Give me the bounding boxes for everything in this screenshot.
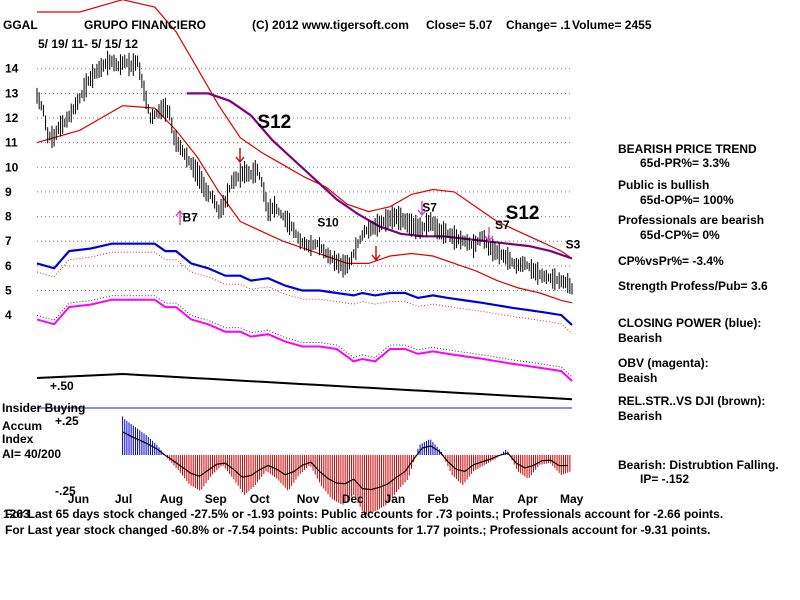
closing-power-ma bbox=[36, 251, 573, 334]
month-dec: Dec bbox=[342, 492, 364, 506]
sell-arrow-head bbox=[484, 235, 494, 243]
id-overlay: 1263 bbox=[3, 507, 30, 521]
relstr-label: REL.STR..VS DJI (brown): bbox=[618, 394, 765, 408]
month-jan: Jan bbox=[385, 492, 406, 506]
accum-index-bars bbox=[122, 416, 571, 515]
signal-arrows bbox=[175, 148, 494, 262]
public-title: Public is bullish bbox=[618, 178, 709, 192]
buy-arrow-head bbox=[175, 209, 185, 217]
signal-s10: S10 bbox=[317, 215, 339, 229]
closing-power-status: Bearish bbox=[618, 331, 662, 345]
upper-band-line bbox=[37, 0, 573, 259]
change-value: Change= .1 bbox=[506, 18, 571, 32]
obv-ma-path bbox=[36, 295, 573, 378]
closing-power-label: CLOSING POWER (blue): bbox=[618, 316, 761, 330]
distribution-label: Bearish: Distrubtion Falling. bbox=[618, 458, 779, 472]
month-sep: Sep bbox=[205, 492, 227, 506]
month-mar: Mar bbox=[472, 492, 494, 506]
signal-s12: S12 bbox=[257, 112, 291, 133]
y-tick-8: 8 bbox=[5, 210, 12, 224]
pr-value: 65d-PR%= 3.3% bbox=[640, 156, 730, 170]
closing-power-line bbox=[36, 242, 573, 326]
month-may: May bbox=[560, 492, 584, 506]
relstr-status: Bearish bbox=[618, 409, 662, 423]
volume-value: Volume= 2455 bbox=[572, 18, 652, 32]
accum-index-ma bbox=[122, 431, 568, 491]
y-tick-4: 4 bbox=[5, 308, 12, 322]
plus25-label: +.25 bbox=[55, 414, 79, 428]
minus25-label: -.25 bbox=[55, 484, 76, 498]
y-tick-5: 5 bbox=[5, 284, 12, 298]
rel-str-line bbox=[36, 372, 573, 409]
date-range: 5/ 19/ 11- 5/ 15/ 12 bbox=[38, 37, 138, 51]
obv-path bbox=[36, 298, 573, 382]
signal-s7: S7 bbox=[495, 218, 510, 232]
sell-arrow-head bbox=[417, 209, 427, 217]
index-label: Index bbox=[2, 432, 34, 446]
close-value: Close= 5.07 bbox=[426, 18, 493, 32]
y-tick-labels: 4 5 6 7 8 9 10 11 12 13 14 bbox=[5, 62, 19, 322]
footer-year: For Last year stock changed -60.8% or -7… bbox=[5, 523, 711, 537]
rel-str-path bbox=[36, 372, 573, 401]
sell-arrow-head bbox=[235, 156, 245, 164]
ai-value: AI= 40/200 bbox=[2, 447, 61, 461]
lower-band-line bbox=[36, 105, 573, 304]
accum-label: Accum bbox=[2, 419, 42, 433]
y-tick-7: 7 bbox=[5, 234, 12, 248]
price-gridlines bbox=[37, 68, 572, 291]
month-feb: Feb bbox=[427, 492, 448, 506]
y-tick-6: 6 bbox=[5, 259, 12, 273]
footer-65day: For Last 65 days stock changed -27.5% or… bbox=[5, 507, 723, 521]
op-value: 65d-OP%= 100% bbox=[640, 193, 734, 207]
strength-value: Strength Profess/Pub= 3.6 bbox=[618, 279, 768, 293]
plus50-label: +.50 bbox=[50, 379, 74, 393]
y-tick-13: 13 bbox=[5, 86, 19, 100]
obv-status: Beaish bbox=[618, 371, 657, 385]
month-aug: Aug bbox=[160, 492, 183, 506]
month-labels: Jun Jul Aug Sep Oct Nov Dec Jan Feb Mar Apr May bbox=[68, 492, 584, 506]
insider-label: Insider Buying bbox=[2, 401, 85, 415]
y-tick-14: 14 bbox=[5, 62, 19, 76]
y-tick-11: 11 bbox=[5, 136, 18, 150]
company-name: GRUPO FINANCIERO bbox=[84, 18, 206, 32]
y-tick-10: 10 bbox=[5, 160, 19, 174]
price-bars bbox=[36, 50, 573, 295]
month-jul: Jul bbox=[115, 492, 132, 506]
month-jun: Jun bbox=[68, 492, 89, 506]
trend-title: BEARISH PRICE TREND bbox=[618, 142, 757, 156]
y-tick-12: 12 bbox=[5, 111, 19, 125]
copyright: (C) 2012 www.tigersoft.com bbox=[252, 18, 409, 32]
pros-title: Professionals are bearish bbox=[618, 213, 764, 227]
obv-line bbox=[36, 295, 573, 382]
obv-label: OBV (magenta): bbox=[618, 356, 709, 370]
ip-value: IP= -.152 bbox=[640, 472, 689, 486]
month-nov: Nov bbox=[297, 492, 320, 506]
cp-vs-pr: CP%vsPr%= -3.4% bbox=[618, 254, 724, 268]
closing-power-ma-path bbox=[36, 251, 573, 334]
signal-b7: B7 bbox=[183, 211, 199, 225]
signal-s3: S3 bbox=[566, 238, 581, 252]
signal-s12: S12 bbox=[506, 203, 540, 224]
closing-power-path bbox=[36, 242, 573, 326]
ticker: GGAL bbox=[3, 18, 38, 32]
y-tick-9: 9 bbox=[5, 185, 12, 199]
accum-ma-path bbox=[122, 431, 568, 491]
cp-value: 65d-CP%= 0% bbox=[640, 228, 720, 242]
month-oct: Oct bbox=[250, 492, 270, 506]
sell-arrow-head bbox=[371, 254, 381, 262]
month-apr: Apr bbox=[517, 492, 538, 506]
